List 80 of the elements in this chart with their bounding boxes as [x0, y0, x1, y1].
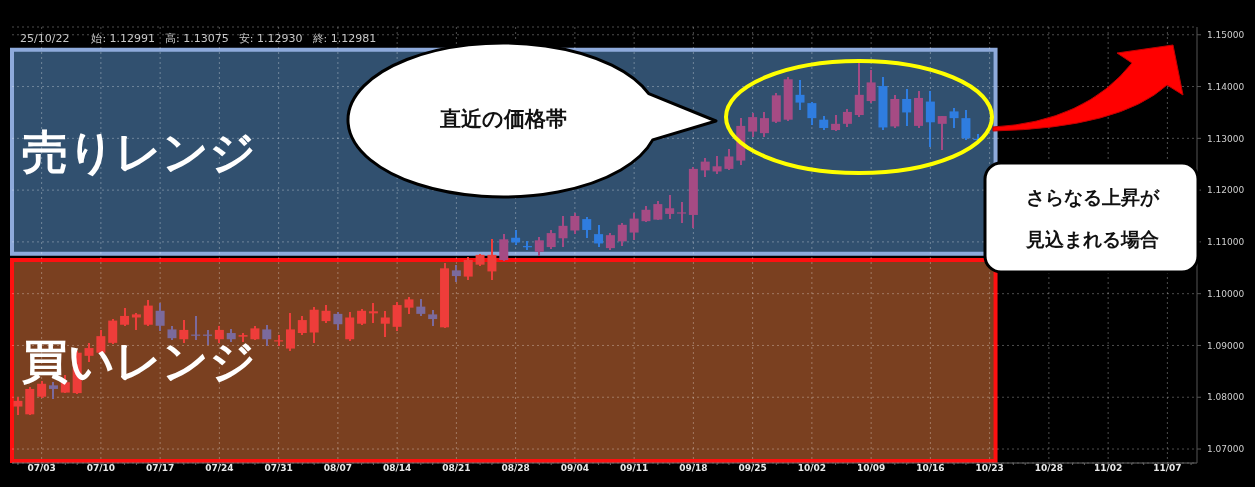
- candlestick: [143, 298, 153, 327]
- candlestick: [617, 222, 627, 248]
- candlestick: [285, 311, 295, 352]
- candlestick: [487, 238, 497, 281]
- candlestick: [961, 108, 971, 142]
- x-tick-label: 10/02: [797, 463, 827, 474]
- candlestick: [262, 323, 272, 348]
- candlestick: [748, 111, 758, 138]
- annotation: 25/10/22: [20, 32, 70, 45]
- candlestick: [380, 309, 390, 338]
- x-tick-label: 11/02: [1093, 463, 1123, 474]
- candlestick: [700, 157, 710, 178]
- y-tick-label: 1.15000: [1207, 29, 1245, 40]
- y-tick-label: 1.12000: [1207, 185, 1245, 196]
- candlestick: [179, 319, 189, 344]
- candlestick: [534, 235, 544, 258]
- x-tick-label: 07/10: [86, 463, 116, 474]
- x-tick-label: 08/14: [382, 463, 412, 474]
- band-label: 売りレンジ: [22, 125, 256, 180]
- candlestick: [807, 100, 817, 126]
- y-tick-label: 1.07000: [1207, 444, 1245, 455]
- y-tick-label: 1.10000: [1207, 288, 1245, 299]
- candlestick: [297, 314, 307, 337]
- candlestick: [108, 317, 118, 345]
- candlestick: [854, 62, 864, 119]
- candlestick: [155, 302, 165, 333]
- y-tick-label: 1.11000: [1207, 237, 1245, 248]
- candlestick: [368, 302, 378, 324]
- candlestick: [558, 215, 568, 248]
- band-label: 買いレンジ: [22, 333, 256, 388]
- candlestick: [724, 148, 734, 172]
- candlestick: [570, 212, 580, 236]
- candlestick: [345, 310, 355, 342]
- annotation: 安: 1.12930: [238, 32, 303, 45]
- candlestick: [499, 233, 509, 263]
- y-tick-label: 1.09000: [1207, 340, 1245, 351]
- candlestick: [546, 228, 556, 251]
- annotation: 始: 1.12991: [91, 32, 156, 45]
- candlestick: [629, 212, 639, 242]
- candlestick: [333, 310, 343, 331]
- candlestick: [321, 304, 331, 325]
- y-tick-label: 1.13000: [1207, 133, 1245, 144]
- candlestick: [795, 78, 805, 111]
- candlestick: [392, 301, 402, 333]
- candlestick: [13, 395, 23, 416]
- annotation: 終: 1.12981: [312, 32, 377, 45]
- candlestick: [309, 305, 319, 344]
- candlestick: [937, 115, 947, 151]
- x-tick-label: 08/07: [323, 463, 353, 474]
- x-tick-label: 08/21: [442, 463, 471, 474]
- x-tick-label: 08/28: [501, 463, 530, 474]
- candlestick: [712, 154, 722, 176]
- x-tick-label: 10/28: [1034, 463, 1064, 474]
- x-tick-label: 11/07: [1153, 463, 1182, 474]
- x-tick-label: 10/09: [856, 463, 886, 474]
- candlestick: [594, 223, 604, 248]
- y-tick-label: 1.08000: [1207, 392, 1245, 403]
- x-tick-label: 10/16: [916, 463, 945, 474]
- x-tick-label: 07/03: [27, 463, 56, 474]
- annotation: さらなる上昇が見込まれる場合: [1024, 185, 1161, 252]
- candlestick: [759, 111, 769, 139]
- annotation: 直近の価格帯: [438, 106, 568, 132]
- x-tick-label: 09/04: [560, 463, 590, 474]
- x-tick-label: 07/24: [205, 463, 234, 474]
- candlestick: [866, 69, 876, 105]
- candlestick: [902, 88, 912, 127]
- x-tick-label: 09/25: [738, 463, 767, 474]
- candlestick: [582, 215, 592, 240]
- x-tick-label: 10/23: [975, 463, 1004, 474]
- annotation: 高: 1.13075: [165, 32, 229, 45]
- x-tick-label: 09/18: [679, 463, 708, 474]
- y-tick-label: 1.14000: [1207, 81, 1245, 92]
- candlestick: [665, 193, 675, 221]
- candlestick: [925, 89, 935, 148]
- candlestick: [677, 201, 687, 225]
- x-tick-label: 09/11: [619, 463, 649, 474]
- candlestick: [463, 255, 473, 281]
- x-tick-label: 07/17: [145, 463, 175, 474]
- candlestick: [949, 107, 959, 129]
- x-tick-label: 07/31: [264, 463, 293, 474]
